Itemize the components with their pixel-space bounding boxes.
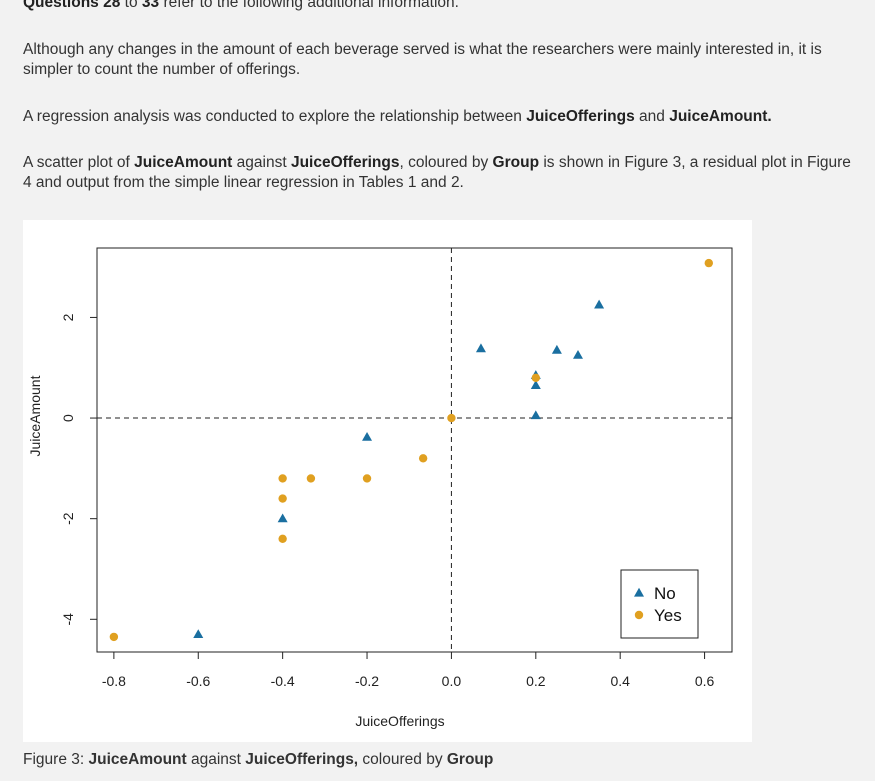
x-tick-label: -0.8 <box>102 673 126 689</box>
intro-paragraph-3: A scatter plot of JuiceAmount against Ju… <box>23 153 863 193</box>
data-point-no <box>530 380 541 389</box>
x-tick-label: -0.4 <box>271 673 295 689</box>
y-tick-label: -4 <box>60 613 76 626</box>
intro-heading-bold-1: Questions 28 <box>23 0 121 11</box>
figure-caption: Figure 3: JuiceAmount against JuiceOffer… <box>23 750 493 770</box>
p3-bold-1: JuiceAmount <box>134 154 233 171</box>
p2-text-2: and <box>634 108 670 125</box>
legend-marker-no <box>634 587 644 597</box>
p2-bold-2: JuiceAmount. <box>669 108 772 125</box>
data-point-no <box>594 299 605 309</box>
intro-heading-mid: to <box>120 0 142 11</box>
figure-panel: JuiceOfferings JuiceAmount -0.8 -0.6 -0.4 -… <box>23 220 752 742</box>
p3-text-2: against <box>232 154 291 171</box>
data-point-yes <box>447 413 456 423</box>
scatter-chart: JuiceOfferings JuiceAmount -0.8 -0.6 -0.4 -… <box>27 247 733 729</box>
x-tick-label: 0.0 <box>442 673 462 689</box>
p2-text-1: A regression analysis was conducted to e… <box>23 108 527 125</box>
data-point-yes <box>278 534 287 543</box>
x-tick-label: -0.2 <box>355 673 379 689</box>
y-tick-label: 0 <box>60 414 76 422</box>
y-tick-label: 2 <box>60 313 76 321</box>
x-tick-label: 0.6 <box>695 673 715 689</box>
data-point-no <box>572 349 583 359</box>
x-tick-label: -0.6 <box>186 673 210 689</box>
data-point-no <box>362 431 373 441</box>
data-point-yes <box>109 632 119 642</box>
p3-bold-2: JuiceOfferings <box>290 154 400 171</box>
p3-text-4: is shown in Figure 3, a residual plot in… <box>23 154 851 191</box>
intro-paragraph-1: Although any changes in the amount of ea… <box>23 41 822 78</box>
p3-bold-3: Group <box>492 154 540 171</box>
caption-bold-3: Group <box>446 751 494 768</box>
data-point-yes <box>531 373 541 383</box>
intro-heading-bold-2: 33 <box>141 0 160 11</box>
y-tick-label: -2 <box>60 512 76 525</box>
p2-bold-1: JuiceOfferings <box>526 108 635 125</box>
intro-heading: Questions 28 to 33 refer to the followin… <box>23 0 459 13</box>
x-tick-label: 0.4 <box>610 673 630 689</box>
intro-heading-rest: refer to the following additional inform… <box>159 0 459 11</box>
y-axis-title: JuiceAmount <box>27 375 43 456</box>
legend-marker-yes <box>634 610 644 620</box>
x-axis-title: JuiceOfferings <box>355 713 444 729</box>
caption-bold-2: JuiceOfferings, <box>245 751 359 768</box>
data-point-no <box>475 343 486 353</box>
legend-label-yes: Yes <box>654 606 682 625</box>
caption-text-1: against <box>186 751 246 768</box>
legend-box <box>620 569 699 639</box>
data-point-yes <box>704 258 713 268</box>
data-point-no <box>277 513 288 523</box>
caption-text-2: coloured by <box>358 751 447 768</box>
x-tick-label: 0.2 <box>526 673 546 689</box>
caption-bold-1: JuiceAmount <box>88 751 187 768</box>
data-point-yes <box>362 474 372 483</box>
p3-text-3: , coloured by <box>399 154 493 171</box>
data-point-yes <box>418 454 428 463</box>
data-point-yes <box>278 474 287 483</box>
data-point-no <box>551 344 562 354</box>
caption-prefix: Figure 3: <box>23 751 89 768</box>
p3-text-1: A scatter plot of <box>23 154 135 171</box>
plot-frame <box>96 247 733 653</box>
legend-label-no: No <box>654 584 676 603</box>
data-point-no <box>530 410 541 420</box>
data-point-yes <box>306 474 316 483</box>
intro-paragraph-2: A regression analysis was conducted to e… <box>23 107 772 127</box>
data-point-yes <box>278 494 287 503</box>
data-point-no <box>193 629 204 638</box>
